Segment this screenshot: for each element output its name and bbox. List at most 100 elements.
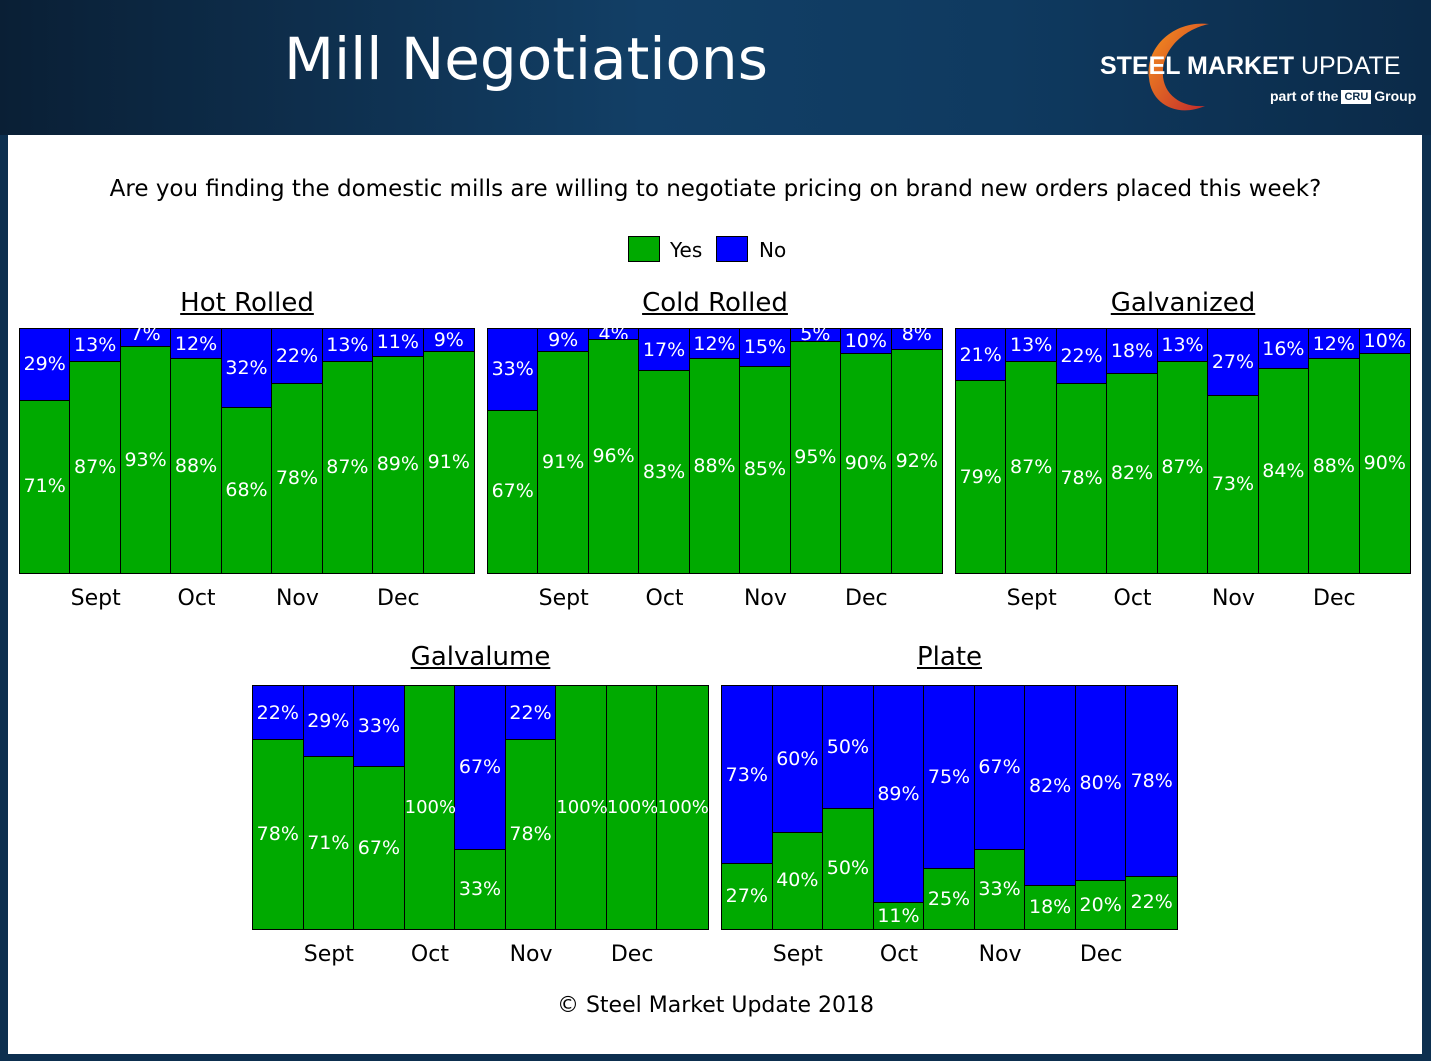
bar-galvalume-1: 22% 78% — [253, 686, 304, 929]
bar-plate-7: 82% 18% — [1025, 686, 1076, 929]
data-label-yes: 71% — [23, 475, 66, 498]
data-label-no: 33% — [357, 715, 400, 738]
bar-segment-yes — [253, 739, 303, 929]
data-label-yes: 88% — [174, 454, 218, 477]
data-label-no: 16% — [1262, 337, 1305, 360]
data-label-yes: 50% — [826, 857, 869, 880]
chart-title-galvanized: Galvanized — [1110, 288, 1256, 318]
bar-galvalume-3: 33% 67% — [354, 686, 405, 929]
data-label-yes: 100% — [556, 796, 608, 818]
bar-segment-no — [740, 329, 790, 366]
bar-segment-yes — [1208, 394, 1258, 573]
data-label-yes: 100% — [404, 796, 457, 818]
bar-galvanized-4: 18% 82% — [1107, 329, 1158, 573]
bar-segment-yes — [354, 766, 404, 929]
data-label-no: 29% — [23, 353, 66, 376]
data-label-no: 75% — [927, 766, 971, 789]
bar-segment-yes — [423, 350, 474, 573]
data-label-no: 18% — [1110, 339, 1154, 362]
data-label-yes: 95% — [794, 446, 837, 469]
bar-segment-yes — [1006, 360, 1056, 573]
data-label-yes: 79% — [959, 465, 1002, 488]
data-label-yes: 90% — [844, 452, 887, 475]
bar-segment-yes — [974, 848, 1025, 929]
legend-label-yes: Yes — [670, 238, 703, 262]
data-label-no: 15% — [743, 336, 787, 359]
x-tick-label: Nov — [275, 586, 319, 611]
data-label-yes: 22% — [1130, 891, 1173, 914]
bar-segment-no — [423, 329, 474, 351]
bar-segment-yes — [657, 686, 708, 929]
bar-segment-yes — [556, 686, 606, 929]
data-label-no: 8% — [901, 323, 932, 345]
data-label-yes: 100% — [657, 796, 709, 818]
bar-segment-no — [322, 329, 373, 361]
bar-segment-no — [1006, 329, 1056, 361]
legend-swatch-no — [716, 236, 748, 262]
bar-galvalume-9: 100% — [657, 686, 709, 929]
bar-plate-1: 73% 27% — [722, 686, 773, 929]
bar-segment-yes — [505, 739, 556, 929]
bar-galvalume-5: 67% 33% — [455, 686, 506, 929]
bar-segment-yes — [1107, 372, 1157, 573]
data-label-yes: 33% — [978, 877, 1021, 900]
x-tick-label: Oct — [177, 586, 216, 611]
data-label-yes: 20% — [1079, 893, 1122, 916]
bar-hot-rolled-9: 9% 91% — [423, 329, 474, 573]
bar-segment-no — [20, 329, 70, 400]
data-label-no: 29% — [307, 710, 350, 733]
bar-hot-rolled-4: 12% 88% — [171, 329, 222, 573]
bar-segment-yes — [1258, 368, 1309, 573]
bar-segment-no — [1208, 329, 1258, 395]
data-label-no: 7% — [130, 323, 161, 345]
x-tick-label: Nov — [509, 942, 553, 967]
bar-hot-rolled-5: 32% 68% — [221, 329, 273, 573]
bar-segment-yes — [740, 365, 790, 573]
data-label-yes: 90% — [1363, 452, 1406, 475]
data-label-yes: 11% — [877, 904, 920, 927]
bar-galvalume-7: 100% — [556, 686, 608, 929]
bar-segment-yes — [588, 338, 639, 573]
data-label-yes: 89% — [376, 453, 419, 476]
data-label-yes: 93% — [124, 448, 167, 471]
x-tick-label: Sept — [772, 942, 823, 967]
bar-plate-8: 80% 20% — [1075, 686, 1127, 929]
brand-name: STEEL MARKET UPDATE — [1100, 52, 1401, 80]
chart-title-cold-rolled: Cold Rolled — [642, 288, 788, 318]
data-label-no: 13% — [326, 333, 369, 356]
bar-segment-no — [1025, 686, 1075, 886]
data-label-yes: 82% — [1110, 461, 1154, 484]
bar-segment-yes — [404, 686, 455, 929]
data-label-no: 22% — [1060, 344, 1103, 367]
chart-plot-galvalume: 22% 78% 29% 71% 33% 67% 100% 67% 33% 22% 78% 100% 10… — [252, 685, 709, 930]
bar-galvanized-1: 21% 79% — [956, 329, 1007, 573]
data-label-no: 12% — [1312, 332, 1355, 355]
data-label-yes: 18% — [1028, 896, 1072, 919]
bar-segment-no — [303, 686, 354, 757]
bar-galvanized-8: 12% 88% — [1309, 329, 1360, 573]
data-label-no: 12% — [174, 332, 218, 355]
data-label-no: 22% — [275, 344, 319, 367]
data-label-no: 21% — [959, 343, 1002, 366]
data-label-no: 67% — [978, 756, 1021, 779]
data-label-no: 78% — [1130, 769, 1173, 792]
data-label-no: 50% — [826, 735, 869, 758]
bar-segment-no — [171, 329, 221, 359]
x-tick-label: Oct — [879, 942, 918, 967]
bar-hot-rolled-6: 22% 78% — [272, 329, 323, 573]
brand-subtitle: part of the CRU Group — [1270, 88, 1417, 104]
data-label-no: 60% — [776, 747, 819, 770]
data-label-no: 89% — [877, 783, 920, 806]
x-tick-label: Oct — [645, 586, 684, 611]
bar-cold-rolled-6: 15% 85% — [740, 329, 791, 573]
bar-segment-yes — [1056, 382, 1107, 573]
bar-segment-yes — [1075, 880, 1126, 929]
bar-plate-2: 60% 40% — [772, 686, 824, 929]
data-label-no: 17% — [642, 338, 686, 361]
data-label-yes: 96% — [592, 444, 635, 467]
data-label-no: 5% — [800, 323, 831, 345]
x-tick-label: Oct — [410, 942, 449, 967]
bar-galvalume-2: 29% 71% — [303, 686, 355, 929]
data-label-no: 67% — [458, 756, 502, 779]
bar-segment-yes — [120, 346, 171, 573]
